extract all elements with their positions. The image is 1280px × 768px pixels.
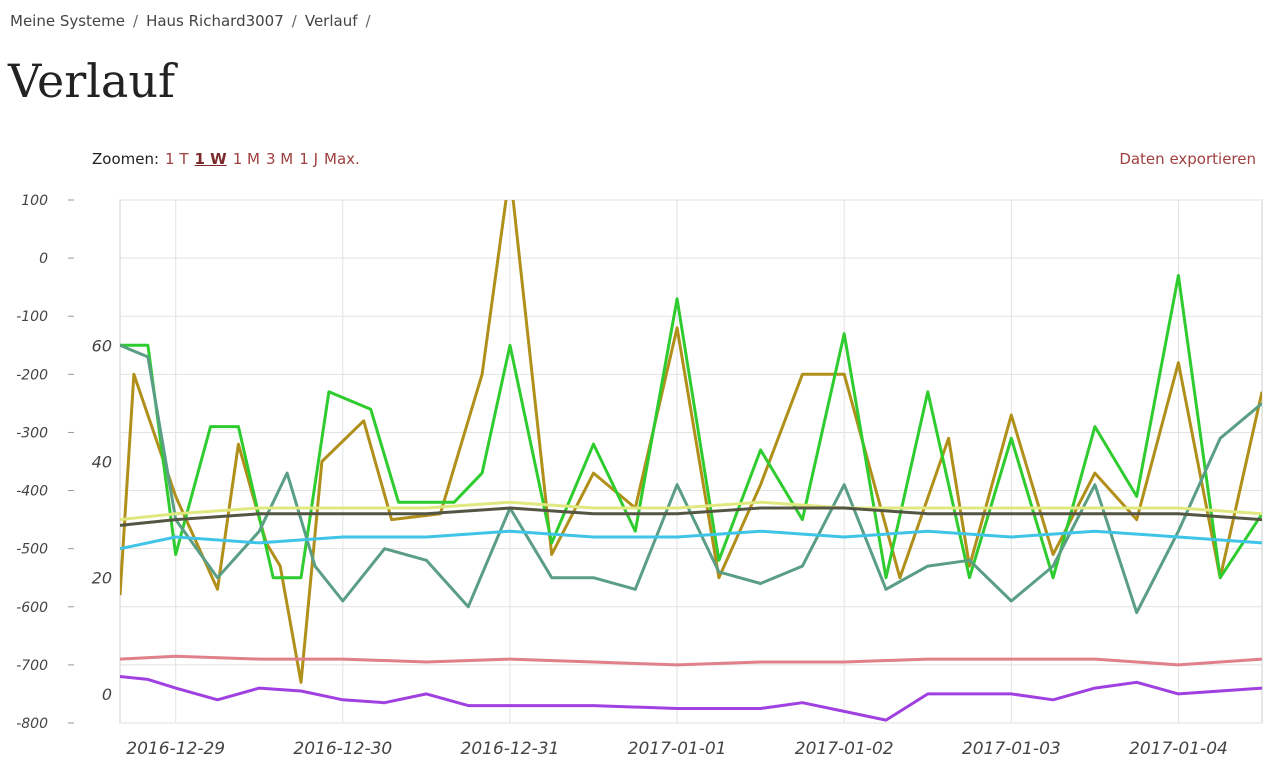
x-tick-label: 2017-01-04 [1129, 739, 1228, 759]
y-tick-label: -100 [16, 309, 48, 325]
page-title: Verlauf [8, 54, 175, 108]
series-line-1 [120, 274, 1262, 580]
plot-area [119, 199, 1263, 724]
x-tick-label: 2016-12-31 [461, 739, 560, 759]
y-tick-label: 0 [39, 251, 48, 267]
y-tick-label: -700 [16, 658, 48, 674]
breadcrumb-separator: / [291, 12, 297, 30]
series-line-4 [120, 500, 1262, 522]
zoom-option-1m[interactable]: 1 M [232, 150, 260, 168]
y2-tick-label: 20 [92, 569, 112, 588]
breadcrumb-item-history[interactable]: Verlauf [304, 12, 358, 30]
y-tick-label: -500 [16, 542, 48, 558]
zoom-option-max[interactable]: Max. [324, 150, 360, 168]
x-tick-label: 2017-01-03 [962, 739, 1061, 759]
zoom-option-1t[interactable]: 1 T [165, 150, 189, 168]
breadcrumb-item-house[interactable]: Haus Richard3007 [146, 12, 284, 30]
history-chart: 100 0 -100 -200 -300 -400 -500 -600 -700 -800 60 40… [16, 193, 1263, 759]
y-tick-label: -800 [16, 716, 48, 732]
breadcrumb-separator: / [365, 12, 371, 30]
x-tick-label: 2016-12-30 [293, 739, 392, 759]
zoom-option-1w[interactable]: 1 W [194, 150, 227, 168]
y2-tick-label: 0 [102, 685, 112, 704]
zoom-option-1j[interactable]: 1 J [299, 150, 319, 168]
x-tick-label: 2017-01-02 [795, 739, 894, 759]
series-line-5 [120, 506, 1262, 527]
breadcrumb-separator: / [133, 12, 139, 30]
breadcrumb: Meine Systeme / Haus Richard3007 / Verla… [10, 12, 379, 30]
y-tick-label: -300 [16, 425, 48, 441]
y2-tick-label: 40 [92, 453, 112, 472]
zoom-label: Zoomen: [92, 150, 160, 168]
y-tick-label: -400 [16, 484, 48, 500]
zoom-bar: Zoomen: 1 T 1 W 1 M 3 M 1 J Max. [92, 150, 360, 168]
export-data-link[interactable]: Daten exportieren [1119, 150, 1256, 168]
series-line-7 [120, 675, 1262, 722]
zoom-option-3m[interactable]: 3 M [266, 150, 294, 168]
y-tick-label: 100 [21, 193, 48, 209]
breadcrumb-item-systems[interactable]: Meine Systeme [10, 12, 126, 30]
y-tick-label: -600 [16, 600, 48, 616]
y-tick-label: -200 [16, 367, 48, 383]
x-tick-label: 2016-12-29 [126, 739, 225, 759]
y2-tick-label: 60 [92, 336, 112, 355]
x-tick-label: 2017-01-01 [628, 739, 727, 759]
series-line-3 [120, 529, 1262, 551]
series-line-6 [120, 654, 1262, 667]
